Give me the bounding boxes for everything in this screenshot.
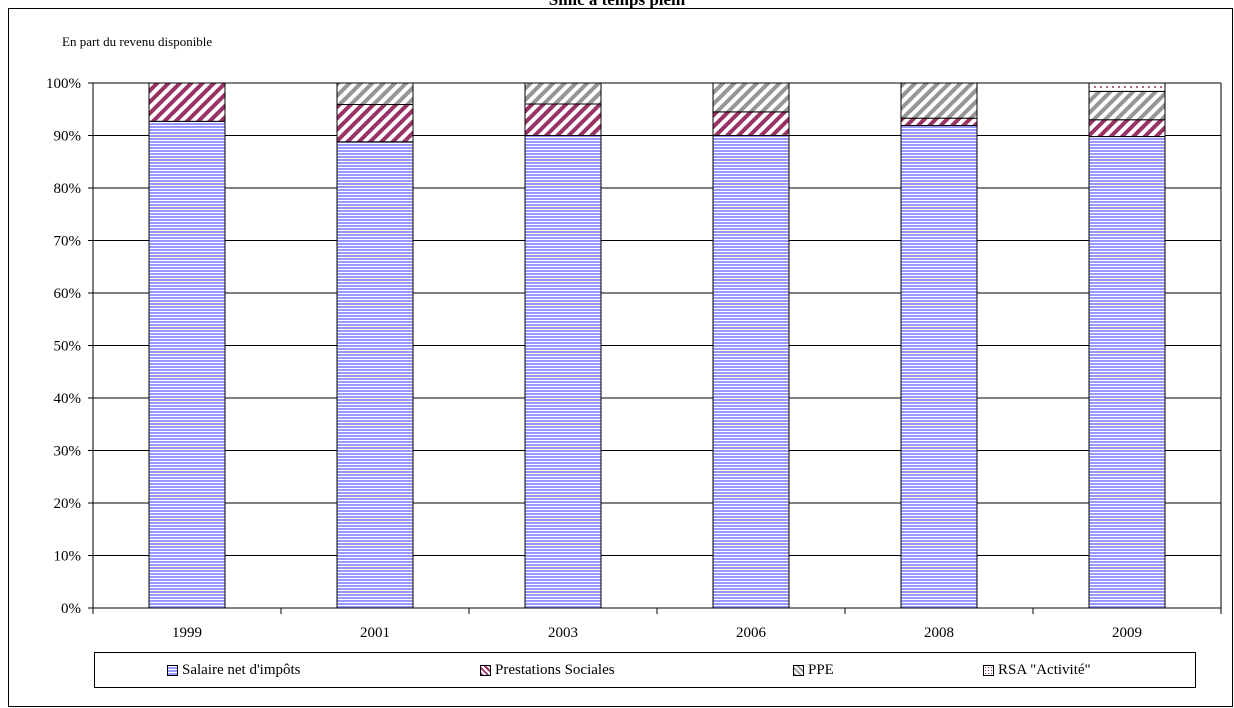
y-tick-label: 60%: [54, 286, 82, 302]
bar-prestations-sociales-2009: [1088, 119, 1166, 138]
legend-swatch-rsa: [983, 665, 994, 676]
y-tick-label: 50%: [54, 339, 82, 355]
x-tick-label: 2008: [924, 625, 954, 641]
y-tick-label: 30%: [54, 444, 82, 460]
legend-item-rsa: RSA "Activité": [983, 662, 1091, 679]
legend-label-rsa: RSA "Activité": [998, 662, 1091, 678]
bar-salaire-net-d-impots-2001: [336, 141, 414, 609]
legend-item-prestations: Prestations Sociales: [480, 662, 615, 679]
y-tick-label: 20%: [54, 496, 82, 512]
y-tick-label: 100%: [46, 76, 81, 92]
legend-label-ppe: PPE: [808, 662, 834, 678]
bar-prestations-sociales-1999: [148, 82, 226, 122]
bar-salaire-net-d-impots-1999: [148, 120, 226, 609]
y-tick-label: 80%: [54, 181, 82, 197]
bar-ppe-2006: [712, 82, 790, 113]
chart-legend: Salaire net d'impôts Prestations Sociale…: [94, 652, 1196, 688]
bar-salaire-net-d-impots-2008: [900, 125, 978, 609]
bar-prestations-sociales-2006: [712, 111, 790, 136]
x-tick-label: 2009: [1112, 625, 1142, 641]
bar-salaire-net-d-impots-2009: [1088, 136, 1166, 609]
bar-ppe-2003: [524, 82, 602, 105]
x-tick-label: 2001: [360, 625, 390, 641]
y-tick-label: 40%: [54, 391, 82, 407]
chart-frame: [8, 8, 1233, 707]
chart-title: Smic à temps plein: [0, 0, 1234, 10]
bar-ppe-2009: [1088, 90, 1166, 121]
bar-prestations-sociales-2008: [900, 117, 978, 127]
legend-item-ppe: PPE: [793, 662, 834, 679]
legend-swatch-salaire: [167, 665, 178, 676]
bar-prestations-sociales-2001: [336, 104, 414, 143]
bar-rsa-activite-2009: [1088, 82, 1166, 92]
y-tick-label: 70%: [54, 234, 82, 250]
legend-label-prestations: Prestations Sociales: [495, 662, 615, 678]
bar-salaire-net-d-impots-2006: [712, 135, 790, 609]
y-tick-label: 0%: [61, 601, 81, 617]
legend-swatch-ppe: [793, 665, 804, 676]
legend-item-salaire: Salaire net d'impôts: [167, 662, 301, 679]
legend-swatch-prestations: [480, 665, 491, 676]
bar-ppe-2008: [900, 82, 978, 119]
x-tick-label: 1999: [172, 625, 202, 641]
bar-prestations-sociales-2003: [524, 103, 602, 136]
y-axis-label: En part du revenu disponible: [62, 34, 213, 49]
y-tick-label: 90%: [54, 129, 82, 145]
y-tick-label: 10%: [54, 549, 82, 565]
x-tick-label: 2003: [548, 625, 578, 641]
bar-salaire-net-d-impots-2003: [524, 135, 602, 609]
x-tick-label: 2006: [736, 625, 767, 641]
bar-ppe-2001: [336, 82, 414, 106]
legend-label-salaire: Salaire net d'impôts: [182, 662, 301, 678]
